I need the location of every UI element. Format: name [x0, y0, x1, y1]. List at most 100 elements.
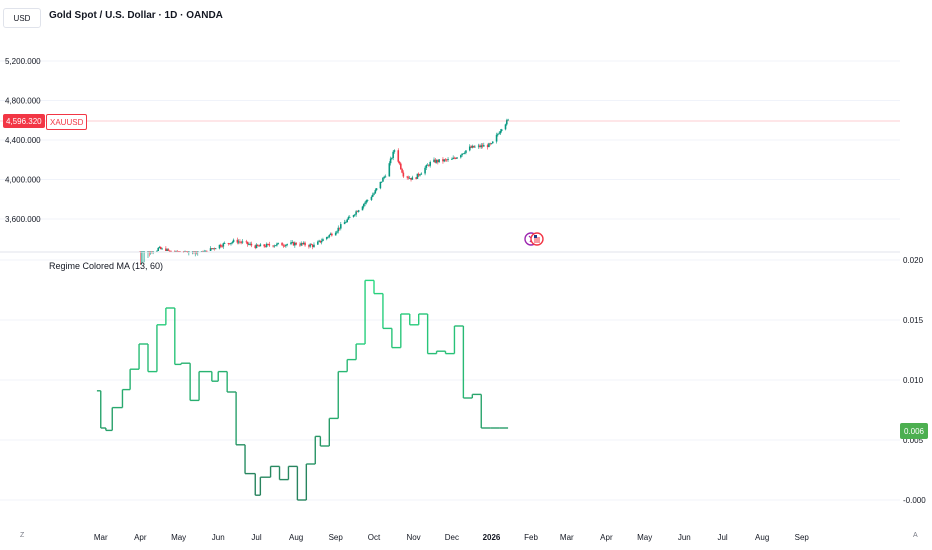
- candle-body: [319, 240, 322, 243]
- candle-body: [337, 227, 340, 232]
- candle-body: [161, 248, 163, 250]
- candle-body: [200, 251, 203, 252]
- candle-body: [276, 243, 278, 246]
- candle-body: [139, 251, 142, 252]
- candle-body: [320, 241, 323, 243]
- candle-body: [159, 247, 162, 250]
- candle-body: [203, 251, 205, 252]
- candle-body: [465, 150, 467, 153]
- candle-body: [488, 143, 490, 148]
- candle-body: [267, 243, 269, 245]
- candle-body: [248, 244, 250, 246]
- candle-body: [227, 243, 230, 244]
- timezone-glyph[interactable]: Z: [20, 532, 25, 539]
- candle-body: [463, 152, 466, 154]
- indicator-axis[interactable]: 0.020 0.015 0.010 0.005 -0.000: [903, 256, 926, 505]
- candle-body: [295, 242, 297, 245]
- candle-body: [495, 134, 498, 142]
- time-tick-label: Nov: [406, 533, 420, 542]
- candle-body: [212, 248, 214, 250]
- candle-body: [357, 210, 360, 212]
- price-axis[interactable]: 5,200.000 4,800.000 4,400.000 4,000.000 3,60…: [5, 57, 41, 224]
- time-tick-label: Jun: [678, 533, 691, 542]
- candle-body: [338, 227, 341, 229]
- candle-body: [374, 190, 377, 194]
- candle-body: [498, 133, 500, 135]
- candle-body: [143, 251, 145, 252]
- candle-body: [477, 145, 480, 147]
- candle-body: [205, 250, 208, 252]
- candle-body: [166, 249, 168, 251]
- candle-body: [384, 176, 387, 178]
- candle-body: [177, 251, 180, 252]
- currency-button[interactable]: USD: [3, 8, 41, 28]
- candle-body: [311, 244, 314, 247]
- candle-body: [168, 250, 171, 252]
- candle-body: [499, 131, 502, 134]
- candle-body: [491, 141, 494, 144]
- indicator-tick-label: -0.000: [903, 496, 926, 505]
- candle-body: [383, 176, 386, 178]
- last-price-tag: 4,596.320: [3, 114, 45, 128]
- candle-body: [249, 243, 251, 245]
- candle-body: [236, 239, 239, 243]
- candle-body: [151, 251, 153, 252]
- candle-body: [300, 243, 303, 246]
- candle-body: [264, 246, 267, 248]
- candle-body: [507, 119, 509, 121]
- candle-body: [424, 167, 426, 174]
- time-tick-label: Mar: [94, 533, 108, 542]
- candle-body: [365, 200, 368, 203]
- time-tick-label: Mar: [560, 533, 574, 542]
- candle-body: [158, 247, 161, 248]
- candle-body: [214, 248, 217, 250]
- candle-body: [371, 194, 374, 197]
- candle-body: [490, 143, 493, 145]
- candle-body: [282, 245, 285, 247]
- indicator-line: [96, 279, 509, 501]
- candle-body: [232, 239, 235, 243]
- candle-body: [361, 206, 364, 211]
- candle-body: [148, 251, 151, 252]
- candle-body: [471, 145, 474, 148]
- indicator-tick-label: 0.005: [903, 436, 924, 445]
- candle-body: [366, 199, 369, 201]
- candle-body: [500, 129, 503, 132]
- candle-body: [147, 251, 149, 252]
- candle-body: [443, 159, 446, 162]
- candle-body: [179, 251, 181, 252]
- candle-body: [313, 244, 315, 247]
- candle-body: [237, 241, 240, 243]
- candle-body: [453, 157, 456, 159]
- indicator-value-tag: 0.006: [900, 423, 928, 439]
- candle-body: [259, 244, 262, 247]
- candle-body: [186, 251, 189, 252]
- candle-body: [304, 242, 306, 246]
- economic-events-icon[interactable]: [524, 230, 544, 248]
- candle-body: [204, 250, 207, 252]
- candle-body: [388, 163, 391, 177]
- candle-body: [393, 150, 396, 152]
- auto-scale-glyph[interactable]: A: [913, 532, 918, 539]
- time-axis[interactable]: Mar Apr May Jun Jul Aug Sep Oct Nov Dec 2026 Feb Mar…: [94, 533, 810, 542]
- candle-body: [486, 145, 489, 148]
- candle-body: [346, 219, 348, 223]
- candle-body: [391, 157, 393, 159]
- indicator-title[interactable]: Regime Colored MA (13, 60): [49, 261, 164, 271]
- candle-body: [336, 231, 338, 233]
- candle-body: [202, 251, 204, 252]
- candle-body: [290, 242, 292, 245]
- candle-body: [188, 251, 190, 252]
- candle-body: [407, 177, 410, 179]
- time-tick-label: Apr: [134, 533, 147, 542]
- candle-body: [318, 240, 320, 242]
- candle-body: [429, 161, 431, 166]
- candle-body: [195, 251, 198, 252]
- candle-body: [438, 159, 440, 163]
- candle-body: [272, 245, 274, 247]
- candle-body: [265, 243, 268, 247]
- candle-body: [317, 241, 319, 245]
- time-tick-label: 2026: [483, 533, 501, 542]
- candle-body: [392, 151, 394, 158]
